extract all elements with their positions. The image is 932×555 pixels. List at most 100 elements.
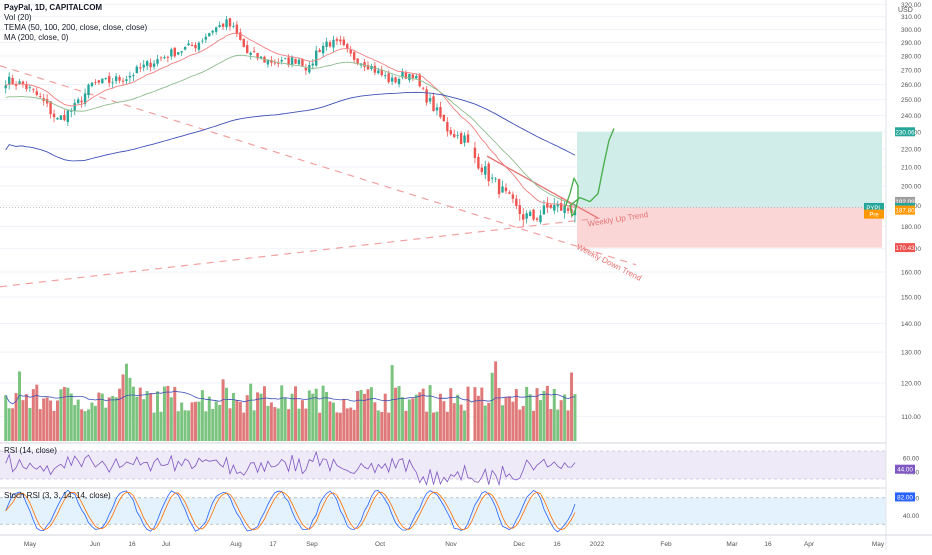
time-tick: Feb — [660, 541, 672, 548]
candle-body — [280, 60, 283, 62]
volume-bar — [152, 412, 156, 441]
trend-lines[interactable] — [0, 65, 637, 288]
rsi-tick: 60.00 — [903, 456, 920, 463]
volume-bar — [14, 393, 18, 441]
candle-body — [390, 77, 394, 82]
time-tick: 2022 — [590, 541, 605, 548]
candle-body — [339, 39, 342, 42]
candle-body — [490, 177, 494, 179]
candle-body — [442, 114, 446, 122]
position-tool[interactable] — [0, 131, 886, 248]
volume-bar — [442, 401, 446, 441]
volume-bar — [328, 401, 332, 441]
volume-bar — [225, 387, 229, 441]
volume-bar — [52, 410, 56, 441]
candle-body — [432, 96, 435, 111]
candle-body — [518, 205, 521, 214]
candle-body — [166, 56, 170, 58]
candle-body — [318, 49, 321, 53]
volume-bar — [538, 400, 542, 441]
candle-body — [76, 99, 80, 104]
volume-bar — [563, 394, 567, 441]
price-tick: 200.00 — [901, 183, 921, 190]
volume-bar — [394, 387, 398, 441]
candle-body — [170, 49, 173, 57]
volume-bar — [21, 400, 25, 441]
candle-body — [311, 63, 314, 66]
volume-bar — [245, 395, 249, 441]
candle-body — [297, 59, 301, 65]
candle-body — [252, 51, 256, 53]
candle-body — [73, 102, 76, 111]
volume-bar — [318, 412, 322, 441]
time-tick: May — [872, 541, 885, 548]
volume-bar — [66, 387, 70, 441]
currency-label: USD — [898, 7, 913, 14]
candle-body — [18, 81, 21, 84]
candle-body — [352, 52, 356, 60]
volume-bar — [269, 402, 273, 441]
volume-bar — [100, 393, 104, 441]
candle-body — [511, 194, 515, 199]
candle-body — [301, 59, 304, 66]
candle-body — [366, 65, 370, 70]
candle-body — [228, 18, 232, 27]
volume-bar — [304, 408, 308, 441]
candle-body — [139, 67, 142, 69]
candle-body — [94, 81, 97, 83]
axis-bg — [886, 0, 932, 550]
volume-bar — [356, 391, 360, 441]
volume-bar — [38, 409, 42, 441]
volume-bar — [321, 385, 325, 441]
candle-body — [435, 107, 439, 111]
candle-body — [49, 101, 52, 115]
candle-body — [45, 99, 49, 104]
volume-bar — [532, 410, 536, 441]
volume-bar — [490, 372, 494, 441]
candle-body — [515, 198, 518, 206]
candle-body — [183, 46, 187, 50]
projection-path[interactable] — [564, 128, 615, 217]
candle-body — [63, 114, 66, 121]
volume-bar — [435, 411, 439, 441]
candle-body — [308, 65, 311, 73]
candle-body — [428, 98, 432, 102]
candle-body — [501, 186, 504, 193]
rsi-pane — [0, 442, 932, 487]
time-axis[interactable]: May Jun 16 Jul Aug 17 Sep Oct Nov Dec 16 2022 Feb Mar… — [0, 534, 932, 548]
time-tick: Aug — [230, 541, 242, 548]
volume-bar — [111, 396, 115, 441]
volume-bar — [204, 411, 208, 441]
volume-bar — [518, 409, 522, 441]
projection-line — [564, 128, 615, 217]
price-tick: 310.00 — [901, 14, 921, 21]
rsi-tag-text: 44.00 — [897, 467, 913, 474]
candle-body — [66, 110, 70, 122]
moving-averages — [5, 32, 576, 208]
candle-body — [401, 71, 404, 78]
candle-body — [542, 205, 546, 215]
volume-bar — [73, 405, 77, 441]
price-tick: 150.00 — [901, 294, 921, 301]
volume-bar — [476, 395, 480, 441]
volume-bar — [473, 387, 477, 441]
price-tick: 140.00 — [901, 321, 921, 328]
candle-body — [553, 204, 556, 211]
volume-bar — [501, 405, 505, 441]
volume-bar — [211, 408, 215, 441]
price-tick: 290.00 — [901, 40, 921, 47]
volume-bar — [83, 411, 87, 441]
candle-body — [104, 77, 107, 79]
price-tick: 280.00 — [901, 53, 921, 60]
volume-bar — [45, 397, 49, 441]
price-axis[interactable]: 110.00 120.00 130.00 140.00 150.00 160.00 170.… — [864, 0, 932, 550]
candle-body — [177, 52, 180, 55]
main-legend: PayPal, 1D, CAPITALCOM Vol (20) TEMA (50… — [4, 3, 147, 43]
price-tag-text: 187.80 — [895, 208, 915, 215]
candle-body — [532, 209, 535, 220]
price-tick: 210.00 — [901, 165, 921, 172]
price-tick: 180.00 — [901, 224, 921, 231]
candle-body — [225, 19, 228, 28]
